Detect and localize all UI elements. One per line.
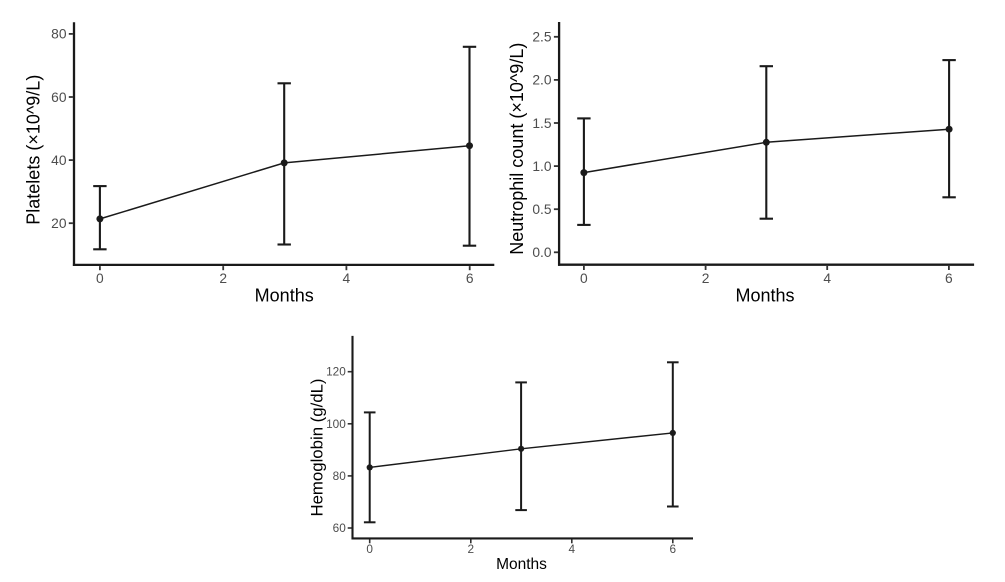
svg-text:4: 4: [823, 271, 831, 286]
svg-text:Hemoglobin (g/dL): Hemoglobin (g/dL): [308, 378, 327, 516]
svg-text:0: 0: [580, 271, 588, 286]
svg-text:2.0: 2.0: [532, 73, 552, 88]
svg-text:0.0: 0.0: [532, 245, 552, 260]
svg-text:80: 80: [51, 27, 67, 42]
svg-text:6: 6: [466, 271, 474, 286]
svg-text:60: 60: [333, 521, 347, 535]
svg-text:120: 120: [326, 365, 346, 379]
svg-text:6: 6: [945, 271, 953, 286]
svg-text:Neutrophil count (×10^9/L): Neutrophil count (×10^9/L): [507, 43, 527, 255]
svg-text:0.5: 0.5: [532, 202, 552, 217]
svg-text:2: 2: [702, 271, 710, 286]
svg-text:Months: Months: [255, 286, 314, 306]
svg-text:60: 60: [51, 90, 67, 105]
svg-text:2.5: 2.5: [532, 30, 552, 45]
svg-text:6: 6: [670, 542, 677, 556]
svg-text:0: 0: [96, 271, 104, 286]
svg-text:4: 4: [569, 542, 576, 556]
svg-text:2: 2: [219, 271, 227, 286]
svg-text:1.0: 1.0: [532, 159, 552, 174]
svg-text:Platelets (×10^9/L): Platelets (×10^9/L): [24, 75, 44, 225]
svg-text:4: 4: [343, 271, 351, 286]
svg-text:2: 2: [468, 542, 475, 556]
svg-text:80: 80: [333, 469, 347, 483]
svg-text:20: 20: [51, 216, 67, 231]
svg-text:0: 0: [366, 542, 373, 556]
svg-text:40: 40: [51, 153, 67, 168]
svg-text:Months: Months: [496, 556, 547, 573]
svg-text:1.5: 1.5: [532, 116, 552, 131]
svg-text:Months: Months: [735, 286, 794, 306]
svg-text:100: 100: [326, 417, 346, 431]
